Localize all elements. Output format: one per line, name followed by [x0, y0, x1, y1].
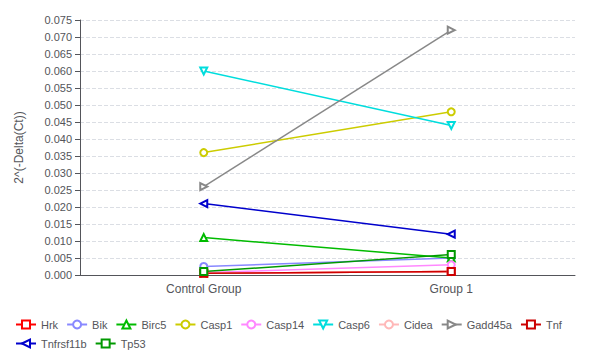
svg-text:0.005: 0.005 [44, 252, 72, 264]
svg-text:Casp1: Casp1 [200, 319, 232, 331]
svg-text:0.050: 0.050 [44, 99, 72, 111]
svg-text:Casp6: Casp6 [338, 319, 370, 331]
svg-text:Control Group: Control Group [166, 282, 242, 296]
svg-text:0.040: 0.040 [44, 133, 72, 145]
svg-text:0.010: 0.010 [44, 235, 72, 247]
svg-text:0.030: 0.030 [44, 167, 72, 179]
svg-text:Tnf: Tnf [546, 319, 563, 331]
svg-text:0.025: 0.025 [44, 184, 72, 196]
svg-text:Tnfrsf11b: Tnfrsf11b [41, 338, 87, 350]
svg-text:2^(-Delta(Ct)): 2^(-Delta(Ct)) [12, 111, 26, 183]
svg-text:Gadd45a: Gadd45a [467, 319, 513, 331]
svg-text:0.035: 0.035 [44, 150, 72, 162]
svg-text:Tp53: Tp53 [121, 338, 146, 350]
svg-text:0.045: 0.045 [44, 116, 72, 128]
svg-text:Group 1: Group 1 [430, 282, 474, 296]
svg-text:Cidea: Cidea [404, 319, 434, 331]
svg-text:0.060: 0.060 [44, 65, 72, 77]
svg-text:0.065: 0.065 [44, 48, 72, 60]
svg-text:0.055: 0.055 [44, 82, 72, 94]
svg-text:0.020: 0.020 [44, 201, 72, 213]
svg-text:0.015: 0.015 [44, 218, 72, 230]
svg-text:0.000: 0.000 [44, 269, 72, 281]
svg-text:Casp14: Casp14 [266, 319, 304, 331]
svg-text:0.070: 0.070 [44, 31, 72, 43]
svg-text:Birc5: Birc5 [141, 319, 166, 331]
svg-text:0.075: 0.075 [44, 14, 72, 26]
svg-text:Hrk: Hrk [41, 319, 59, 331]
svg-text:Bik: Bik [92, 319, 108, 331]
